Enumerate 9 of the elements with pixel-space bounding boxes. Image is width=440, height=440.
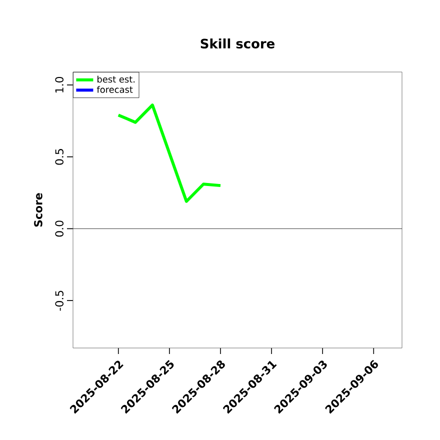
y-tick-label: 1.0 — [55, 76, 64, 92]
y-axis-title: Score — [34, 193, 42, 227]
y-tick-label: 0.5 — [55, 149, 64, 165]
legend-label: forecast — [96, 86, 133, 93]
line-series — [116, 104, 222, 203]
chart-title: Skill score — [200, 38, 274, 48]
y-tick-label: 0.0 — [55, 220, 64, 237]
legend-label: best est. — [98, 76, 135, 83]
y-tick-label: -0.5 — [55, 290, 64, 311]
